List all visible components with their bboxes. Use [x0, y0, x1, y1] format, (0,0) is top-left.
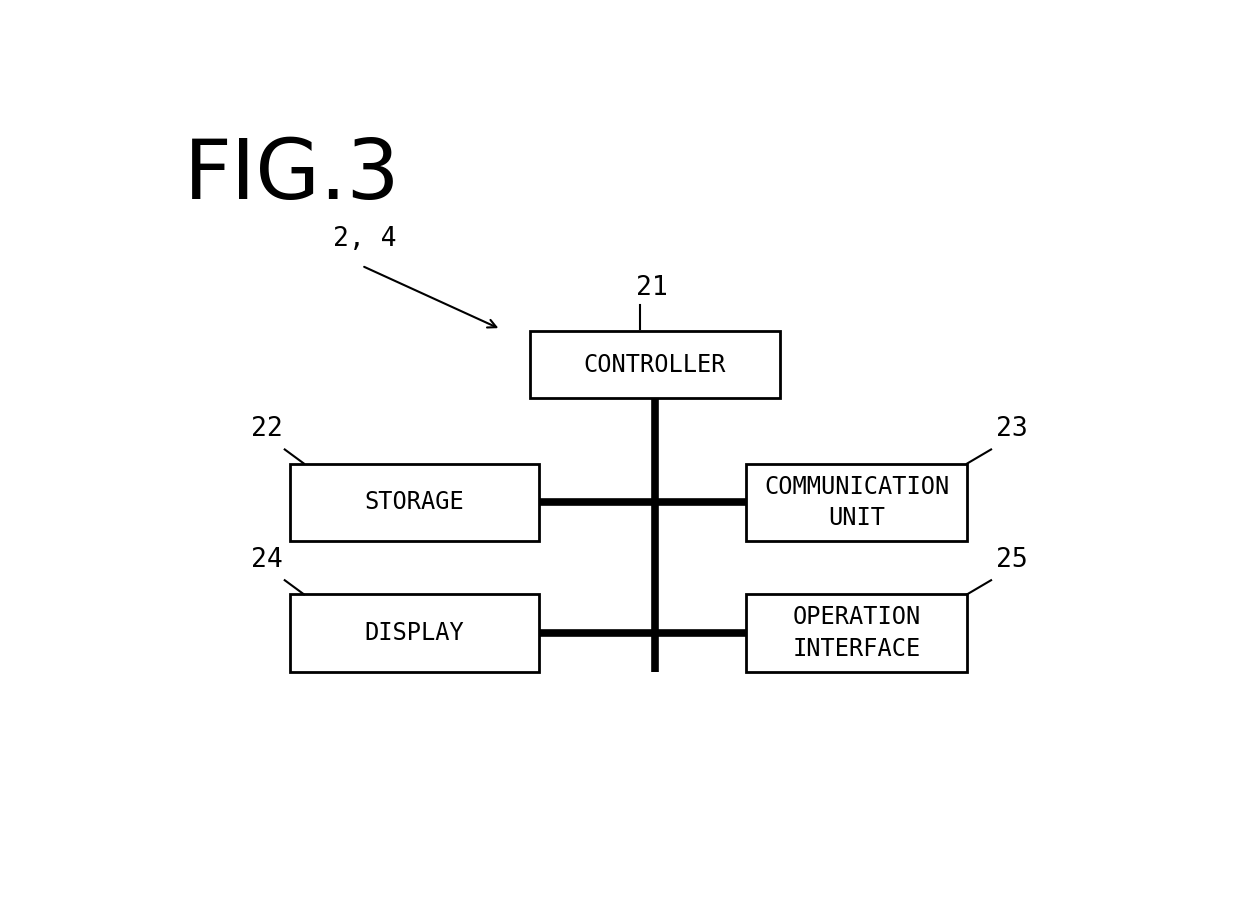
Text: COMMUNICATION
UNIT: COMMUNICATION UNIT	[764, 475, 949, 531]
Text: 25: 25	[996, 547, 1028, 573]
Text: STORAGE: STORAGE	[365, 490, 464, 514]
Text: 21: 21	[635, 275, 667, 301]
Bar	[529, 331, 780, 398]
Text: CONTROLLER: CONTROLLER	[584, 353, 725, 376]
Bar	[746, 464, 967, 542]
Bar	[290, 594, 539, 672]
Text: 22: 22	[250, 417, 283, 442]
Text: DISPLAY: DISPLAY	[365, 621, 464, 645]
Bar	[746, 594, 967, 672]
Text: FIG.3: FIG.3	[184, 135, 401, 216]
Text: 23: 23	[996, 417, 1028, 442]
Text: 24: 24	[250, 547, 283, 573]
Text: 2, 4: 2, 4	[332, 226, 397, 252]
Bar	[290, 464, 539, 542]
Text: OPERATION
INTERFACE: OPERATION INTERFACE	[792, 606, 920, 661]
